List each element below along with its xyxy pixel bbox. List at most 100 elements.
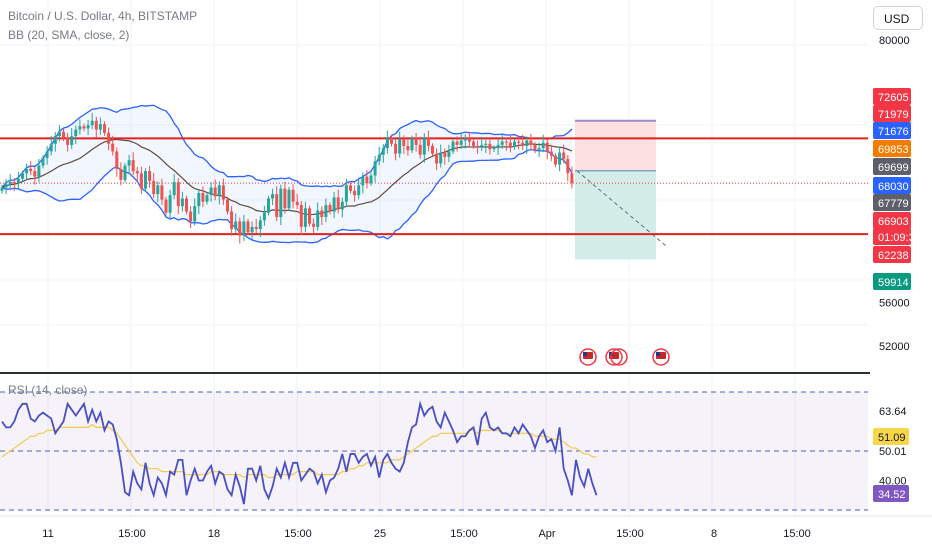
candle-body — [336, 197, 340, 210]
candle-body — [373, 161, 377, 176]
rsi-value-label-bg — [873, 428, 909, 445]
candle — [476, 140, 480, 154]
time-tick-label: 25 — [374, 528, 386, 540]
time-tick-label: 11 — [42, 528, 53, 540]
price-label-bg — [873, 212, 911, 229]
candle — [29, 160, 33, 176]
candle-body — [316, 210, 320, 227]
candle-body — [209, 187, 213, 196]
candle — [205, 192, 209, 205]
candle — [25, 163, 29, 180]
bb-indicator-legend[interactable]: BB (20, SMA, close, 2) — [8, 28, 130, 42]
rsi-value-label: 51.09 — [878, 432, 906, 444]
candle-body — [508, 142, 512, 148]
price-label-bg — [873, 88, 911, 105]
candle-body — [443, 152, 447, 157]
candle-body — [549, 151, 553, 156]
candle-body — [566, 159, 570, 174]
candle-body — [45, 151, 49, 158]
candle — [492, 145, 496, 152]
candle — [258, 216, 262, 238]
candle-body — [8, 182, 12, 185]
candle — [295, 193, 299, 210]
candle-body — [164, 199, 168, 213]
candle-body — [521, 142, 525, 146]
candle-body — [570, 173, 574, 184]
candle-body — [176, 182, 180, 207]
stop-loss-zone — [574, 120, 656, 171]
candle — [144, 168, 147, 192]
candle-body — [185, 198, 188, 212]
candle-body — [41, 158, 45, 166]
candle-body — [361, 176, 365, 186]
candle-body — [62, 131, 65, 139]
candle — [242, 214, 246, 242]
candle-body — [381, 148, 385, 155]
candle — [406, 139, 410, 156]
candle — [287, 186, 291, 212]
candle — [349, 182, 352, 194]
candle — [0, 184, 4, 194]
candle — [537, 142, 541, 158]
candle — [131, 152, 135, 176]
candle — [86, 119, 90, 136]
candle — [525, 136, 529, 154]
candle-body — [303, 208, 307, 227]
candle — [148, 165, 152, 188]
candle-body — [414, 138, 418, 145]
time-tick-label: 15:00 — [783, 528, 811, 540]
price-label: 59914 — [878, 277, 909, 289]
candle — [152, 172, 156, 199]
bb-lower-line — [1, 148, 573, 244]
candle — [213, 179, 217, 201]
candle — [283, 181, 287, 214]
candle-body — [422, 137, 426, 155]
candle-body — [189, 211, 193, 222]
candle — [111, 135, 115, 156]
candle-body — [262, 212, 266, 221]
candle-body — [324, 205, 328, 218]
candle-body — [201, 193, 205, 202]
candle — [119, 162, 123, 186]
candle — [262, 206, 266, 226]
candle — [185, 195, 188, 215]
candles — [0, 112, 574, 244]
candle-body — [246, 221, 250, 233]
currency-button[interactable]: USD — [873, 6, 923, 30]
price-label: 71979 — [878, 109, 909, 121]
candle-body — [53, 136, 57, 144]
candle-body — [66, 138, 70, 145]
candle — [467, 131, 471, 147]
candle — [160, 178, 164, 205]
candle — [45, 146, 49, 165]
candle-body — [332, 197, 336, 212]
candle — [504, 137, 508, 151]
candle-body — [455, 141, 459, 145]
candle — [361, 172, 365, 194]
price-label-bg — [873, 158, 911, 175]
candle-body — [513, 141, 516, 148]
candle — [78, 119, 82, 135]
candle-body — [545, 142, 549, 152]
candle — [74, 125, 78, 145]
candle — [279, 184, 283, 226]
candle-body — [328, 205, 332, 212]
rsi-legend[interactable]: RSI (14, close) — [8, 383, 88, 397]
candle-body — [250, 226, 254, 233]
candle — [217, 181, 221, 205]
candle-body — [308, 208, 311, 224]
candle-body — [295, 201, 299, 206]
candle-body — [435, 153, 439, 164]
candle — [303, 201, 307, 233]
price-tick-label: 56000 — [879, 297, 910, 309]
candle — [189, 206, 193, 229]
candle-body — [111, 143, 115, 152]
candle-body — [529, 140, 533, 145]
candle — [332, 192, 336, 219]
candle-body — [476, 145, 480, 148]
candle — [135, 167, 139, 182]
candle-body — [496, 144, 500, 149]
candle-body — [49, 143, 53, 152]
